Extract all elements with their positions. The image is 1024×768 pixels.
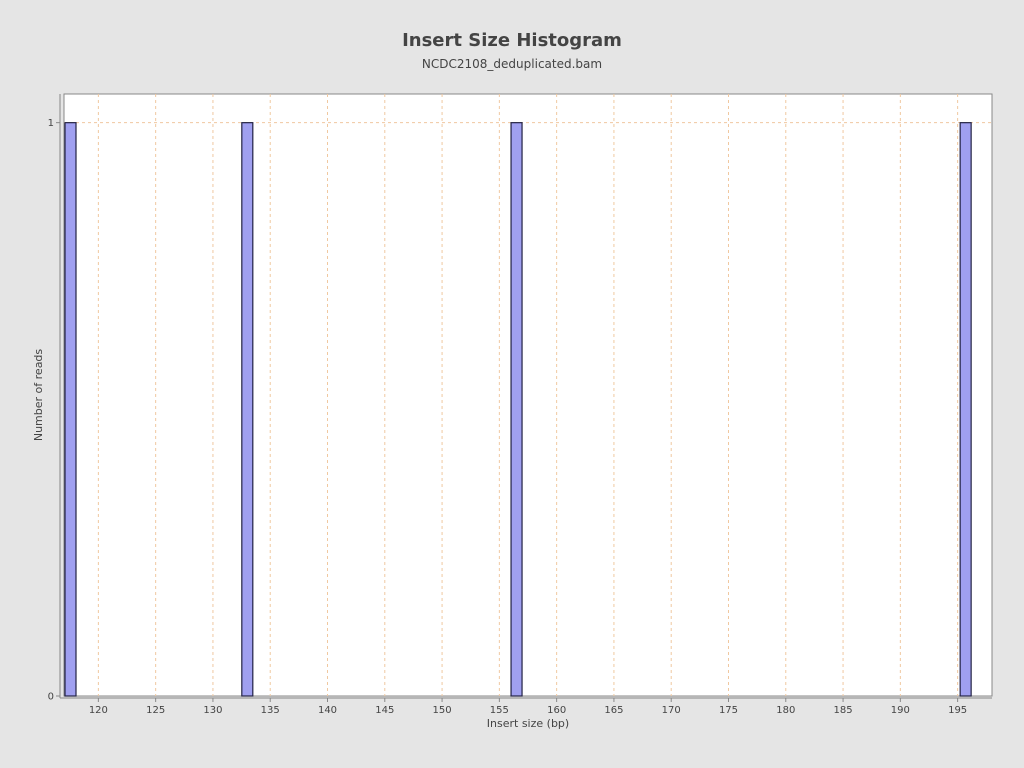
ticks: 120 125 130 135 140 145 150 155 160 165 170 175 180 1… bbox=[48, 118, 968, 716]
x-tick-label: 140 bbox=[318, 705, 337, 716]
bars bbox=[64, 122, 972, 697]
x-tick-label: 165 bbox=[604, 705, 623, 716]
y-axis-label: Number of reads bbox=[32, 349, 45, 442]
x-tick-label: 120 bbox=[89, 705, 108, 716]
histogram-bar bbox=[510, 122, 523, 697]
x-tick-label: 180 bbox=[776, 705, 795, 716]
histogram-bar bbox=[64, 122, 77, 697]
histogram-bar bbox=[241, 122, 254, 697]
x-tick-label: 130 bbox=[203, 705, 222, 716]
plot-area bbox=[63, 93, 993, 697]
x-tick-label: 145 bbox=[375, 705, 394, 716]
x-tick-label: 190 bbox=[891, 705, 910, 716]
x-axis-label: Insert size (bp) bbox=[487, 717, 569, 730]
histogram-bar bbox=[959, 122, 972, 697]
chart-title: Insert Size Histogram bbox=[402, 30, 622, 51]
x-tick-label: 195 bbox=[948, 705, 967, 716]
x-tick-label: 160 bbox=[547, 705, 566, 716]
x-tick-label: 175 bbox=[719, 705, 738, 716]
x-tick-label: 185 bbox=[834, 705, 853, 716]
x-tick-label: 135 bbox=[261, 705, 280, 716]
grid-lines bbox=[64, 94, 992, 696]
x-tick-label: 170 bbox=[662, 705, 681, 716]
x-tick-label: 125 bbox=[146, 705, 165, 716]
y-tick-label: 1 bbox=[48, 118, 54, 129]
x-tick-label: 150 bbox=[433, 705, 452, 716]
axes bbox=[59, 94, 992, 699]
x-tick-label: 155 bbox=[490, 705, 509, 716]
chart-subtitle: NCDC2108_deduplicated.bam bbox=[421, 57, 603, 71]
y-tick-label: 0 bbox=[48, 692, 54, 703]
